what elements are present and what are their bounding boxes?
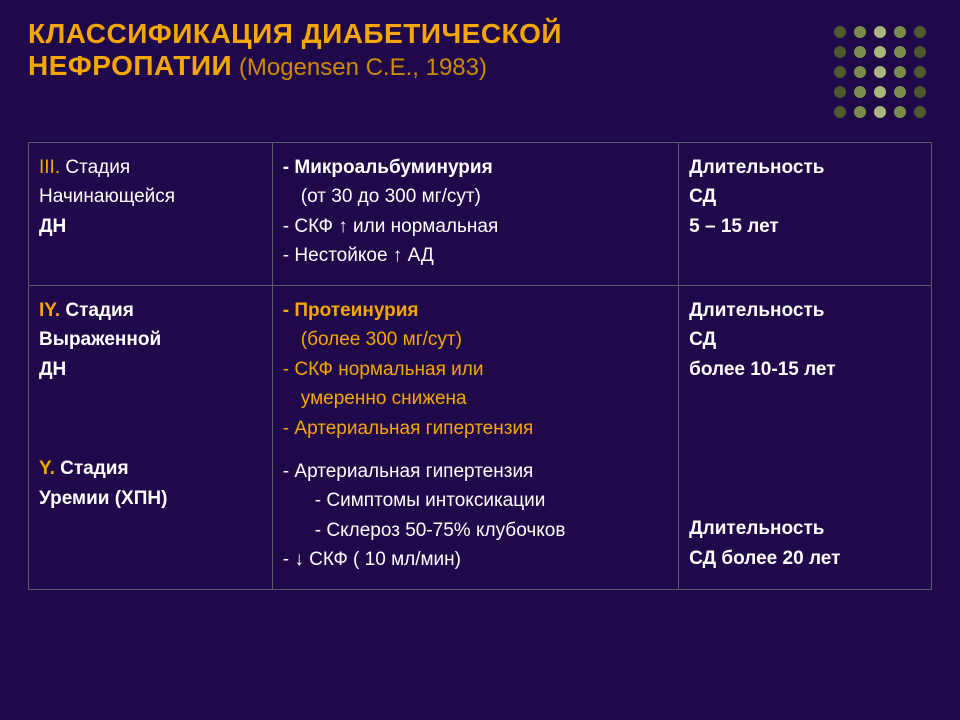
feature-line: (более 300 мг/сут) [283,325,668,354]
feature-line: умеренно снижена [283,384,668,413]
stage-num: Y. [39,458,55,479]
table-row: III. Стадия Начинающейся ДН - Микроальбу… [29,143,932,286]
feature-line: - Склероз 50-75% клубочков [283,516,668,545]
stage-cell: IY. Стадия Выраженной ДН Y. Стадия Уреми… [29,285,273,589]
title-row: КЛАССИФИКАЦИЯ ДИАБЕТИЧЕСКОЙ НЕФРОПАТИИ (… [28,18,932,124]
duration-line: СД [689,182,921,211]
duration-cell: Длительность СД 5 – 15 лет [679,143,932,286]
feature-line: - СКФ ↑ или нормальная [283,212,668,241]
stage-text: Стадия [60,157,130,178]
duration-line: СД более 20 лет [689,544,921,573]
spacer [689,384,921,514]
title-line2: НЕФРОПАТИИ (Mogensen С.Е., 1983) [28,50,808,82]
stage-num: IY. [39,300,60,321]
features-cell: - Протеинурия(более 300 мг/сут)- СКФ нор… [272,285,678,589]
feature-line [283,443,668,457]
duration-line: 5 – 15 лет [689,212,921,241]
stage-line: Начинающейся [39,182,262,211]
stage-text: Стадия [55,458,129,479]
stage-text: Стадия [60,300,134,321]
stage-line: ДН [39,212,262,241]
features-cell: - Микроальбуминурия(от 30 до 300 мг/сут)… [272,143,678,286]
feature-line: - СКФ нормальная или [283,355,668,384]
feature-line: - Нестойкое ↑ АД [283,241,668,270]
table-row: IY. Стадия Выраженной ДН Y. Стадия Уреми… [29,285,932,589]
duration-line: Длительность [689,514,921,543]
duration-line: СД [689,325,921,354]
feature-line: - ↓ СКФ ( 10 мл/мин) [283,545,668,574]
feature-line: - Протеинурия [283,296,668,325]
classification-table: III. Стадия Начинающейся ДН - Микроальбу… [28,142,932,590]
duration-line: Длительность [689,296,921,325]
feature-line: - Артериальная гипертензия [283,414,668,443]
stage-line: ДН [39,355,262,384]
title-line2-bold: НЕФРОПАТИИ [28,50,232,81]
stage-cell: III. Стадия Начинающейся ДН [29,143,273,286]
slide: КЛАССИФИКАЦИЯ ДИАБЕТИЧЕСКОЙ НЕФРОПАТИИ (… [0,0,960,600]
stage-line: Уремии (ХПН) [39,484,262,513]
duration-line: Длительность [689,153,921,182]
title-block: КЛАССИФИКАЦИЯ ДИАБЕТИЧЕСКОЙ НЕФРОПАТИИ (… [28,18,808,82]
duration-line: более 10-15 лет [689,355,921,384]
spacer [39,384,262,454]
stage-num: III. [39,157,60,178]
stage-line: Выраженной [39,325,262,354]
feature-line: (от 30 до 300 мг/сут) [283,182,668,211]
feature-line: - Артериальная гипертензия [283,457,668,486]
title-line1: КЛАССИФИКАЦИЯ ДИАБЕТИЧЕСКОЙ [28,18,808,50]
feature-line: - Микроальбуминурия [283,153,668,182]
title-line2-rest: (Mogensen С.Е., 1983) [232,54,487,81]
feature-line: - Симптомы интоксикации [283,486,668,515]
dot-grid-icon [828,20,932,124]
duration-cell: Длительность СД более 10-15 лет Длительн… [679,285,932,589]
